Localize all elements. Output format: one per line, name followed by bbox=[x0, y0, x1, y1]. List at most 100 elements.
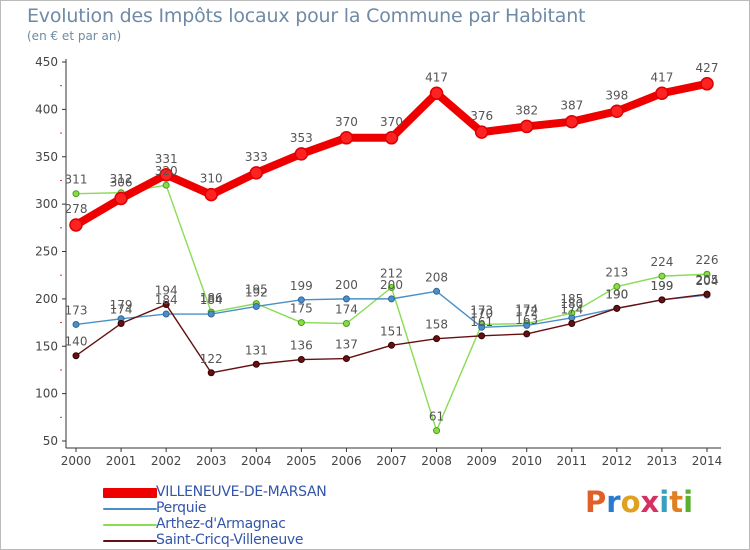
data-label: 208 bbox=[425, 270, 448, 284]
y-tick-label: 300 bbox=[35, 197, 58, 211]
data-label: 370 bbox=[380, 115, 403, 129]
data-label: 140 bbox=[65, 335, 88, 349]
data-point bbox=[478, 332, 486, 340]
chart-subtitle: (en € et par an) bbox=[27, 29, 122, 43]
x-tick-label: 2009 bbox=[466, 454, 497, 468]
data-label: 174 bbox=[560, 303, 583, 317]
data-label: 376 bbox=[470, 109, 493, 123]
y-tick-label: 350 bbox=[35, 150, 58, 164]
logo-letter: o bbox=[620, 485, 641, 519]
x-tick-label: 2011 bbox=[557, 454, 588, 468]
data-label: 417 bbox=[650, 70, 673, 84]
data-label: 199 bbox=[290, 279, 313, 293]
data-point bbox=[162, 301, 170, 309]
data-label: 174 bbox=[110, 303, 133, 317]
legend-item: Perquie bbox=[97, 500, 417, 517]
data-label: 179 bbox=[110, 298, 133, 312]
data-label: 333 bbox=[245, 150, 268, 164]
data-label: 200 bbox=[335, 278, 358, 292]
data-point bbox=[613, 304, 621, 312]
x-tick-label: 2012 bbox=[602, 454, 633, 468]
data-point bbox=[613, 283, 621, 291]
logo-letter: P bbox=[585, 485, 607, 519]
x-tick-label: 2003 bbox=[196, 454, 227, 468]
data-label: 213 bbox=[605, 266, 628, 280]
legend-swatch bbox=[103, 540, 157, 542]
legend: VILLENEUVE-DE-MARSAN Perquie Arthez-d'Arma… bbox=[97, 484, 417, 549]
x-tick-label: 2013 bbox=[647, 454, 678, 468]
data-point bbox=[474, 125, 489, 139]
legend-label: Arthez-d'Armagnac bbox=[156, 516, 286, 532]
legend-swatch bbox=[103, 508, 157, 510]
legend-item: VILLENEUVE-DE-MARSAN bbox=[97, 484, 417, 501]
data-label: 199 bbox=[650, 279, 673, 293]
data-labels: 278 306 331 310 333 353 370 370 417 376 382 387 398 4… bbox=[65, 61, 719, 424]
x-tick-label: 2008 bbox=[421, 454, 452, 468]
data-point bbox=[388, 284, 395, 292]
data-point bbox=[252, 360, 260, 368]
data-label: 184 bbox=[155, 293, 178, 307]
y-tick-label: 250 bbox=[35, 245, 58, 259]
data-label: 194 bbox=[155, 284, 178, 298]
data-label: 122 bbox=[200, 352, 223, 366]
data-point bbox=[478, 323, 486, 331]
data-label: 370 bbox=[335, 115, 358, 129]
data-label: 190 bbox=[605, 287, 628, 301]
data-point bbox=[72, 320, 80, 328]
logo-letter: i bbox=[659, 485, 670, 519]
data-point bbox=[703, 270, 711, 278]
y-tick-label: 400 bbox=[35, 102, 58, 116]
data-label: 180 bbox=[560, 297, 583, 311]
data-point bbox=[342, 320, 350, 328]
data-point bbox=[72, 190, 80, 198]
data-point bbox=[655, 86, 669, 101]
data-point bbox=[433, 427, 441, 435]
data-point bbox=[388, 341, 395, 349]
data-label: 136 bbox=[290, 339, 313, 353]
data-point bbox=[342, 295, 350, 303]
data-label: 192 bbox=[245, 285, 268, 299]
data-point bbox=[339, 131, 354, 145]
data-label: 226 bbox=[696, 253, 719, 267]
data-point bbox=[519, 119, 534, 134]
logo-letter: r bbox=[606, 485, 621, 519]
series-3 bbox=[72, 290, 711, 377]
data-point bbox=[388, 295, 395, 303]
data-label: 205 bbox=[696, 273, 719, 287]
data-label: 185 bbox=[560, 292, 583, 306]
x-tick-label: 2006 bbox=[331, 454, 362, 468]
data-point bbox=[162, 181, 170, 189]
axes: 50 100 150 200 250 300 350 400 450 2000 2001 2002 20… bbox=[35, 55, 722, 468]
data-point bbox=[342, 355, 350, 363]
data-label: 417 bbox=[425, 70, 448, 84]
data-point bbox=[700, 77, 714, 91]
data-label: 311 bbox=[65, 173, 88, 187]
data-label: 174 bbox=[335, 303, 358, 317]
y-tick-label: 200 bbox=[35, 292, 58, 306]
data-point bbox=[114, 191, 128, 206]
data-point bbox=[207, 310, 215, 318]
data-label: 184 bbox=[200, 293, 223, 307]
legend-item: Arthez-d'Armagnac bbox=[97, 516, 417, 533]
data-point bbox=[297, 356, 305, 364]
data-point bbox=[703, 290, 711, 298]
data-label: 353 bbox=[290, 131, 313, 145]
x-tick-label: 2010 bbox=[511, 454, 542, 468]
data-label: 310 bbox=[200, 172, 223, 186]
data-point bbox=[523, 321, 531, 329]
data-label: 172 bbox=[515, 304, 538, 318]
data-point bbox=[429, 86, 444, 101]
data-point bbox=[565, 114, 579, 129]
data-label: 278 bbox=[65, 202, 88, 216]
x-tick-label: 2005 bbox=[286, 454, 317, 468]
logo-letter: x bbox=[640, 485, 660, 519]
data-label: 200 bbox=[380, 278, 403, 292]
data-label: 195 bbox=[245, 283, 268, 297]
data-label: 312 bbox=[110, 172, 133, 186]
data-point bbox=[384, 131, 399, 145]
data-point bbox=[72, 352, 80, 360]
data-point bbox=[204, 187, 218, 202]
data-point bbox=[207, 369, 215, 377]
